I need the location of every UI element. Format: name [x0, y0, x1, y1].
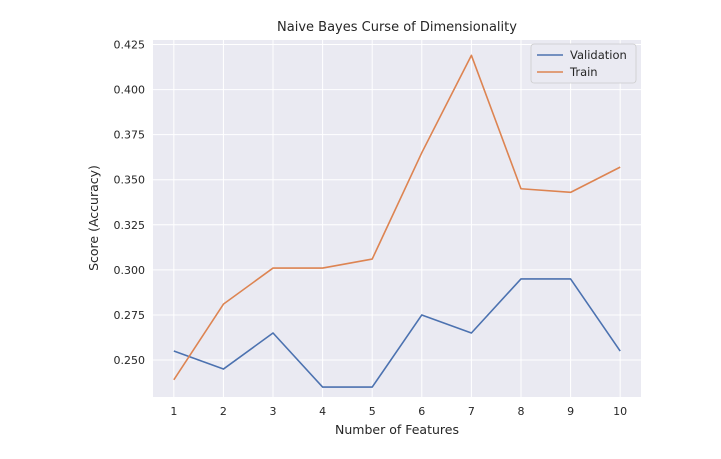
x-tick-label: 10	[613, 405, 627, 418]
x-tick-label: 2	[220, 405, 227, 418]
x-tick-label: 1	[170, 405, 177, 418]
chart-title: Naive Bayes Curse of Dimensionality	[277, 20, 517, 35]
y-axis-label: Score (Accuracy)	[86, 165, 101, 271]
x-tick-label: 3	[270, 405, 277, 418]
y-tick-label: 0.375	[114, 129, 146, 142]
y-tick-label: 0.425	[114, 39, 146, 52]
y-tick-label: 0.325	[114, 219, 146, 232]
legend-label-train: Train	[569, 65, 598, 79]
x-tick-label: 5	[369, 405, 376, 418]
y-tick-label: 0.300	[114, 264, 146, 277]
x-tick-labels: 1 2 3 4 5 6 7 8 9 10	[170, 405, 627, 418]
x-tick-label: 9	[567, 405, 574, 418]
y-tick-label: 0.350	[114, 174, 146, 187]
x-tick-label: 8	[517, 405, 524, 418]
y-tick-label: 0.250	[114, 354, 146, 367]
x-tick-label: 6	[418, 405, 425, 418]
y-tick-label: 0.275	[114, 309, 146, 322]
x-tick-label: 4	[319, 405, 326, 418]
legend: Validation Train	[531, 44, 636, 83]
x-tick-label: 7	[468, 405, 475, 418]
legend-label-validation: Validation	[570, 48, 627, 62]
y-tick-label: 0.400	[114, 84, 146, 97]
y-tick-labels: 0.250 0.275 0.300 0.325 0.350 0.375 0.400 0.425	[114, 39, 146, 368]
plot-area	[153, 40, 641, 397]
x-axis-label: Number of Features	[335, 422, 459, 437]
